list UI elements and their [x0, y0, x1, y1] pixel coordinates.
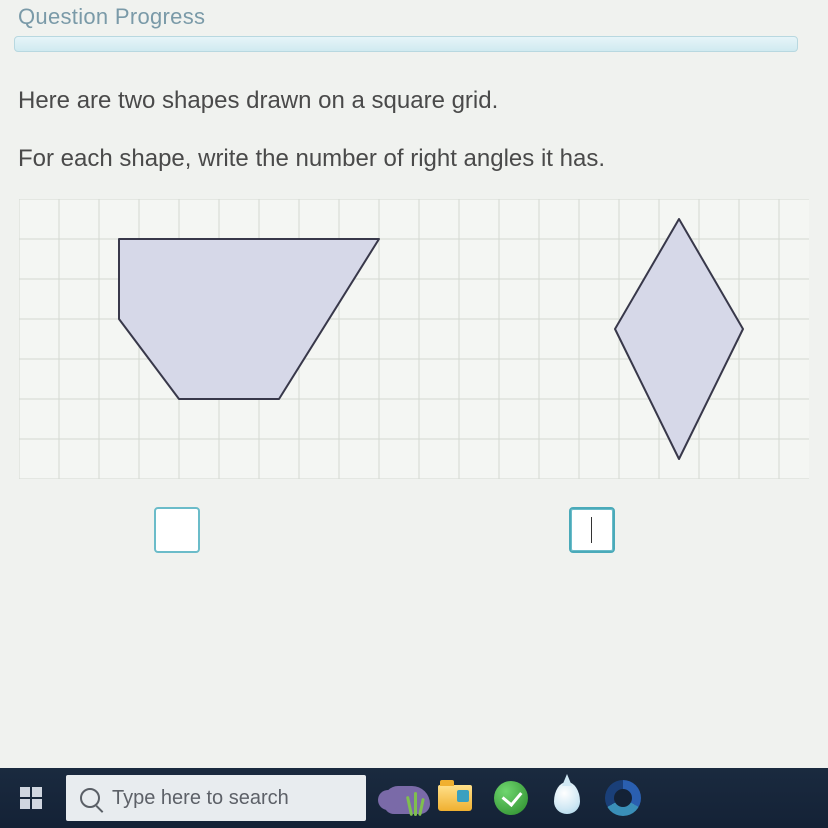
taskbar: Type here to search — [0, 768, 828, 828]
windows-icon — [20, 787, 42, 809]
taskbar-green-app-icon[interactable] — [488, 775, 534, 821]
progress-label: Question Progress — [14, 0, 814, 36]
search-placeholder: Type here to search — [112, 787, 289, 810]
green-check-icon — [494, 781, 528, 815]
swirl-icon — [605, 780, 641, 816]
taskbar-explorer-icon[interactable] — [432, 775, 478, 821]
search-icon — [80, 788, 100, 808]
taskbar-hippo-icon[interactable] — [376, 775, 422, 821]
taskbar-drop-icon[interactable] — [544, 775, 590, 821]
answer-slot-right — [414, 507, 809, 553]
taskbar-search[interactable]: Type here to search — [66, 775, 366, 821]
hippo-icon — [376, 778, 422, 818]
shapes-grid — [19, 199, 809, 479]
progress-bar — [14, 36, 798, 52]
water-drop-icon — [554, 782, 580, 814]
answers-row — [19, 507, 809, 553]
taskbar-swirl-icon[interactable] — [600, 775, 646, 821]
answer-slot-left — [19, 507, 414, 553]
folder-icon — [438, 785, 472, 811]
content-area: Question Progress Here are two shapes dr… — [0, 0, 828, 768]
shape-rhombus — [615, 219, 743, 459]
question-line-2: For each shape, write the number of righ… — [18, 142, 810, 176]
start-button[interactable] — [6, 774, 56, 822]
question-line-1: Here are two shapes drawn on a square gr… — [18, 84, 810, 118]
answer-input-right[interactable] — [569, 507, 615, 553]
text-caret — [591, 517, 592, 543]
answer-input-left[interactable] — [154, 507, 200, 553]
grid-svg — [19, 199, 809, 479]
